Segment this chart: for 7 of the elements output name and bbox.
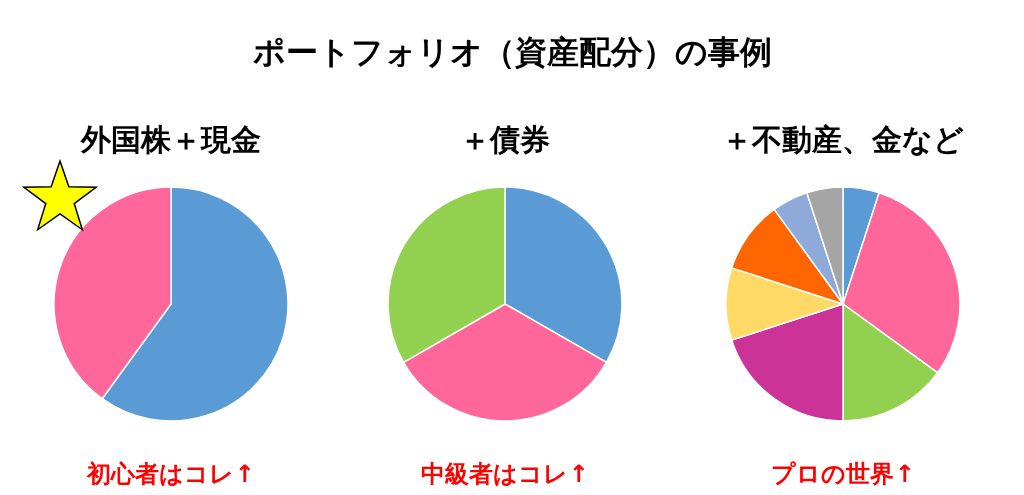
text: プロの世界↑: [771, 460, 915, 488]
chart-title: ＋債券: [460, 122, 550, 157]
text: ポートフォリオ（資産配分）の事例: [252, 33, 772, 71]
text: 初心者はコレ↑: [86, 460, 255, 488]
chart-title: 外国株＋現金: [80, 122, 261, 157]
chart-title: ＋不動産、金など: [722, 122, 964, 157]
text: 中級者はコレ↑: [421, 460, 589, 488]
